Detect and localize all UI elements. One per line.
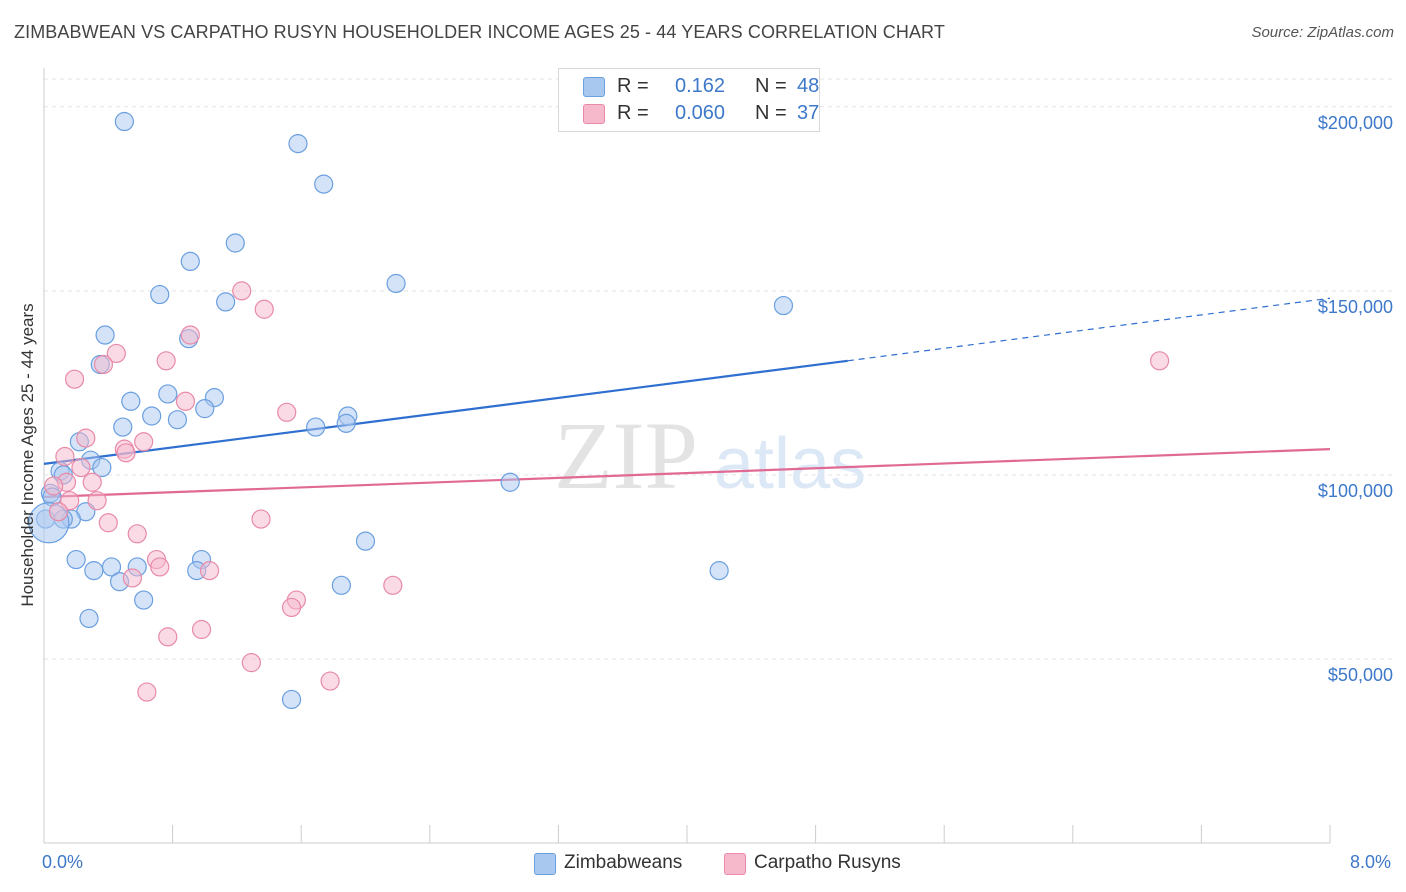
source-label: Source: ZipAtlas.com	[1251, 24, 1394, 41]
zimbabweans-point-6	[150, 284, 170, 305]
zimbabweans-point-33	[355, 531, 376, 551]
carpatho-rusyns-point-18	[87, 491, 107, 511]
carpatho-rusyns-point-9	[76, 428, 96, 448]
n-label: N =	[755, 75, 787, 97]
carpatho-rusyns-point-20	[48, 502, 69, 522]
y-tick-labels: $50,000 $100,000 $150,000 $200,000	[1318, 113, 1393, 685]
carpatho-rusyns-point-27	[199, 561, 220, 581]
zimbabweans-point-35	[66, 549, 86, 570]
axis-layer	[43, 68, 1331, 844]
carpatho-rusyns-point-6	[64, 369, 85, 389]
zimbabweans-point-45	[79, 608, 99, 629]
zimbabweans-point-12	[158, 384, 178, 404]
r-label: R =	[617, 75, 649, 97]
carpatho-rusyns-point-35	[320, 671, 340, 691]
carpatho-rusyns-point-29	[383, 575, 403, 595]
carpatho-rusyns-point-5	[93, 354, 114, 375]
zimbabweans-point-46	[281, 689, 302, 710]
carpatho-rusyns-point-22	[98, 513, 118, 533]
y-axis-label: Householder Income Ages 25 - 44 years	[18, 303, 37, 607]
trend-layer	[43, 297, 1331, 499]
x-tick-label-max: 8.0%	[1350, 852, 1392, 872]
zimbabweans-point-4	[180, 251, 200, 272]
zimbabweans-point-43	[331, 575, 351, 595]
carpatho-rusyns-point-1	[254, 299, 274, 319]
carpatho-rusyns-point-4	[156, 351, 176, 371]
zimbabweans-point-16	[142, 406, 162, 426]
y-tick-label-2: $150,000	[1318, 297, 1393, 317]
x-tick-label-min: 0.0%	[42, 852, 84, 872]
zimbabweans-point-39	[84, 561, 104, 581]
carpatho-rusyns-point-23	[1150, 351, 1170, 371]
zimbabweans-point-2	[314, 174, 334, 194]
carpatho-rusyns-point-33	[158, 627, 178, 647]
zimbabweans-point-27	[500, 472, 520, 492]
zimbabweans-point-44	[134, 590, 154, 610]
y-tick-label-1: $100,000	[1318, 481, 1393, 501]
zimbabweans-point-17	[167, 410, 188, 430]
carpatho-rusyns-point-16	[82, 472, 102, 492]
zimbabweans-point-7	[216, 292, 236, 312]
n-label: N =	[755, 102, 787, 124]
carpatho-rusyns-point-31	[281, 597, 302, 618]
carpatho-rusyns-point-36	[137, 682, 157, 702]
carpatho-rusyns-point-34	[241, 653, 261, 673]
zimbabweans-point-14	[121, 391, 141, 411]
carpatho-rusyns-point-2	[180, 325, 200, 345]
r-label: R =	[617, 102, 649, 124]
zimbabweans-legend-swatch	[534, 853, 556, 875]
zimbabweans-swatch	[583, 77, 605, 97]
carpatho-rusyns-point-8	[277, 402, 297, 422]
carpatho-rusyns-swatch	[583, 104, 605, 124]
carpatho-rusyns-point-7	[175, 391, 196, 411]
carpatho-rusyns-point-10	[134, 432, 154, 452]
carpatho-rusyns-point-14	[71, 457, 91, 478]
y-tick-label-0: $50,000	[1328, 665, 1393, 685]
zimbabweans-point-3	[225, 233, 245, 253]
n-value: 37	[797, 102, 820, 124]
zimbabweans-trend-line	[43, 359, 848, 465]
zimbabweans-point-21	[113, 417, 133, 437]
carpatho-rusyns-point-28	[122, 568, 143, 588]
legend-label: Zimbabweans	[564, 852, 683, 873]
carpatho-rusyns-legend-swatch	[724, 853, 746, 875]
carpatho-rusyns-point-3	[106, 343, 126, 364]
r-value: 0.060	[675, 102, 726, 124]
carpatho-rusyns-point-13	[55, 446, 75, 467]
points-layer	[28, 111, 1170, 710]
carpatho-rusyns-point-32	[191, 619, 212, 640]
n-value: 48	[797, 75, 820, 97]
watermark-zip: ZIP	[554, 402, 698, 509]
zimbabweans-point-20	[306, 417, 326, 437]
zimbabweans-point-24	[92, 457, 112, 478]
zimbabweans-point-19	[336, 413, 356, 433]
zimbabweans-point-1	[288, 134, 308, 154]
carpatho-rusyns-point-21	[251, 509, 271, 529]
carpatho-rusyns-point-26	[150, 557, 170, 577]
zimbabweans-point-0	[114, 111, 134, 132]
carpatho-rusyns-trend-line	[43, 448, 1331, 499]
carpatho-rusyns-point-0	[232, 281, 252, 301]
y-tick-label-3: $200,000	[1318, 113, 1393, 133]
chart-title: ZIMBABWEAN VS CARPATHO RUSYN HOUSEHOLDER…	[14, 22, 945, 42]
zimbabweans-point-5	[386, 273, 406, 294]
watermark-atlas: atlas	[714, 424, 866, 504]
carpatho-rusyns-point-17	[44, 476, 64, 496]
zimbabweans-point-9	[95, 325, 115, 345]
zimbabweans-trend-extension	[847, 297, 1331, 362]
legend-label: Carpatho Rusyns	[754, 852, 901, 873]
carpatho-rusyns-point-24	[127, 524, 147, 544]
stats-legend: R = 0.162 N = 48 R = 0.060 N = 37	[558, 68, 820, 132]
zimbabweans-point-8	[773, 295, 794, 316]
zimbabweans-point-41	[709, 561, 729, 581]
watermark: ZIP atlas	[554, 402, 866, 509]
carpatho-rusyns-point-12	[116, 443, 136, 463]
zimbabweans-point-15	[195, 399, 215, 419]
r-value: 0.162	[675, 75, 726, 97]
